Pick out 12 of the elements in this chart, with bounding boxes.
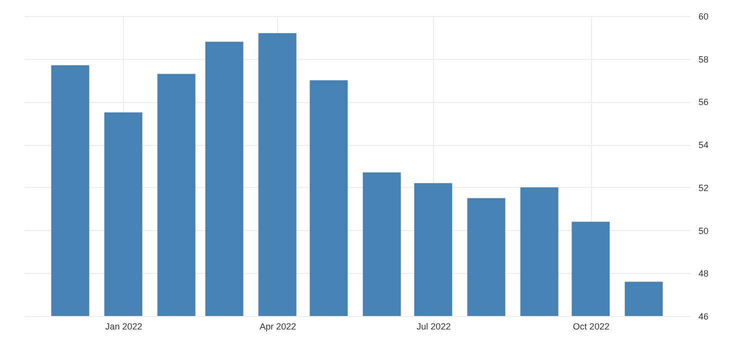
x-tick-label: Apr 2022	[260, 322, 296, 332]
y-tick-label: 48	[698, 268, 709, 279]
y-tick-label: 52	[698, 182, 709, 193]
x-tick-label: Jul 2022	[416, 322, 451, 332]
x-tick-label: Jan 2022	[105, 322, 142, 332]
y-tick-label: 50	[698, 226, 709, 236]
y-tick-label: 56	[698, 97, 709, 108]
x-tick-label: Oct 2022	[572, 322, 610, 332]
y-tick-label: 46	[698, 312, 709, 322]
y-tick-label: 60	[698, 12, 709, 22]
y-tick-label: 54	[698, 140, 709, 150]
y-tick-label: 58	[698, 54, 709, 64]
